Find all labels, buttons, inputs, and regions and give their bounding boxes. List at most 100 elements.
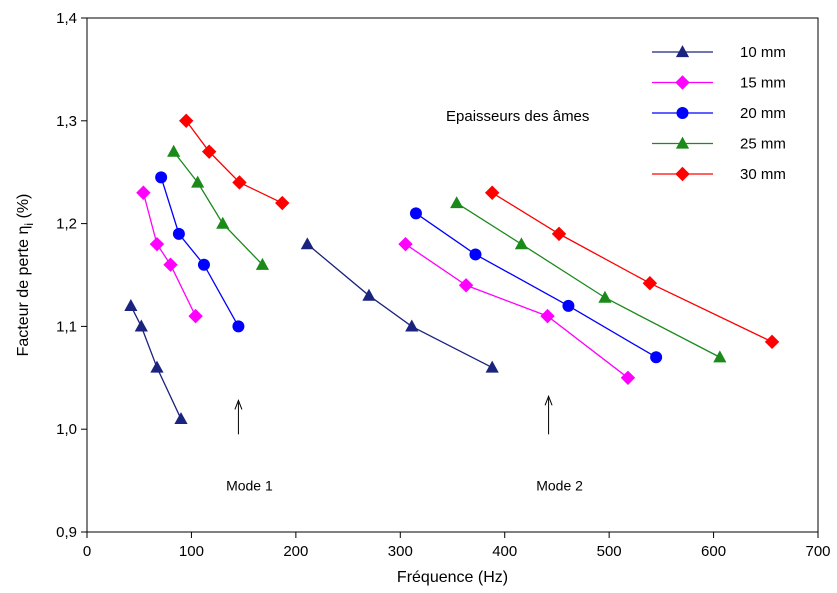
y-tick-label: 1,1	[56, 318, 77, 335]
x-tick-label: 300	[388, 543, 413, 560]
series-line-25-mm	[456, 202, 721, 358]
legend-marker	[675, 45, 690, 58]
data-point-15-mm	[163, 257, 178, 272]
x-tick-label: 500	[597, 543, 622, 560]
x-tick-label: 600	[701, 543, 726, 560]
annotation-mode-1: Mode 1	[226, 399, 273, 494]
data-point-25-mm	[191, 175, 205, 188]
data-point-30-mm	[764, 334, 780, 350]
legend-marker	[676, 107, 689, 119]
legend: 10 mm 15 mm 20 mm 25 mm 30 mm Epaisseurs des …	[446, 44, 786, 183]
data-point-20-mm	[469, 248, 482, 261]
legend-label: 30 mm	[740, 166, 786, 183]
data-point-15-mm	[620, 370, 636, 385]
y-axis-label-subscript: i	[22, 223, 36, 226]
legend-title: Epaisseurs des âmes	[446, 108, 589, 125]
data-point-10-mm	[485, 360, 499, 373]
data-point-15-mm	[136, 185, 151, 200]
data-point-15-mm	[398, 236, 413, 252]
data-point-20-mm	[409, 207, 422, 220]
y-tick-label: 0,9	[56, 524, 77, 541]
x-tick-label: 100	[179, 543, 204, 560]
annotation-label: Mode 2	[536, 478, 583, 494]
series-line-30-mm	[185, 120, 283, 204]
annotation-arrow-head	[234, 399, 243, 410]
data-point-10-mm	[174, 412, 188, 425]
legend-entry-15-mm: 15 mm	[652, 75, 786, 92]
legend-marker	[675, 136, 690, 149]
x-tick-label: 400	[492, 543, 517, 560]
data-point-30-mm	[551, 226, 567, 242]
x-tick-label: 0	[83, 543, 91, 560]
legend-label: 20 mm	[740, 105, 786, 122]
data-point-30-mm	[642, 276, 658, 291]
data-point-15-mm	[188, 308, 203, 324]
axes: 0 100 200 300 400 500 600 700 0,9 1,0 1,1 1,2 1,3 1,4…	[15, 10, 831, 586]
data-point-25-mm	[598, 290, 612, 303]
legend-label: 15 mm	[740, 75, 786, 92]
annotation-arrow-head	[544, 394, 553, 406]
data-point-20-mm	[172, 227, 185, 240]
legend-entry-30-mm: 30 mm	[652, 166, 786, 183]
data-point-10-mm	[405, 319, 419, 332]
data-point-25-mm	[450, 196, 464, 209]
x-tick-label: 200	[283, 543, 308, 560]
legend-marker	[675, 166, 690, 182]
series-20-mm	[155, 171, 663, 364]
data-point-15-mm	[149, 236, 165, 252]
data-point-20-mm	[562, 299, 575, 312]
series-line-10-mm	[130, 305, 182, 420]
data-point-25-mm	[255, 257, 270, 270]
data-point-30-mm	[201, 144, 217, 159]
y-axis-label-unit: (%)	[15, 194, 32, 223]
y-tick-label: 1,0	[56, 421, 77, 438]
data-point-30-mm	[275, 195, 290, 211]
data-point-20-mm	[197, 258, 210, 271]
data-point-10-mm	[362, 288, 376, 301]
data-point-20-mm	[155, 171, 168, 184]
y-axis-label-main: Facteur de perte η	[15, 226, 32, 357]
series-25-mm	[167, 144, 727, 363]
x-tick-label: 700	[805, 543, 830, 560]
data-point-25-mm	[713, 350, 727, 363]
series-line-20-mm	[415, 212, 657, 358]
y-tick-label: 1,3	[56, 113, 77, 130]
legend-entry-25-mm: 25 mm	[652, 136, 786, 153]
y-axis-label: Facteur de perte ηi (%)	[15, 194, 36, 357]
legend-marker	[675, 75, 690, 90]
legend-label: 10 mm	[740, 44, 786, 61]
series-line-10-mm	[306, 243, 493, 369]
series-15-mm	[136, 185, 636, 385]
data-point-30-mm	[179, 113, 194, 128]
data-point-30-mm	[484, 185, 500, 200]
plot-frame	[86, 17, 819, 533]
data-point-25-mm	[514, 237, 529, 250]
data-point-10-mm	[300, 237, 314, 250]
data-point-10-mm	[150, 360, 164, 373]
y-tick-label: 1,2	[56, 216, 77, 233]
data-point-30-mm	[232, 175, 247, 190]
data-point-25-mm	[216, 216, 230, 229]
annotations: Mode 1 Mode 2	[226, 394, 583, 494]
data-point-10-mm	[124, 299, 138, 311]
series-10-mm	[124, 237, 499, 425]
annotation-label: Mode 1	[226, 478, 273, 494]
data-point-20-mm	[650, 351, 663, 364]
x-axis-label: Fréquence (Hz)	[397, 569, 508, 586]
data-point-10-mm	[134, 319, 148, 332]
series-line-30-mm	[491, 192, 773, 343]
y-tick-label: 1,4	[56, 10, 77, 27]
plot-area	[124, 113, 780, 425]
data-point-20-mm	[232, 320, 245, 333]
series-line-15-mm	[142, 192, 197, 317]
legend-entry-20-mm: 20 mm	[652, 105, 786, 122]
data-point-25-mm	[167, 144, 181, 157]
series-line-25-mm	[173, 151, 263, 266]
series-line-15-mm	[405, 243, 629, 379]
data-point-15-mm	[540, 308, 555, 324]
legend-entry-10-mm: 10 mm	[652, 44, 786, 61]
annotation-mode-2: Mode 2	[536, 394, 583, 494]
legend-label: 25 mm	[740, 136, 786, 153]
series-30-mm	[179, 113, 780, 350]
